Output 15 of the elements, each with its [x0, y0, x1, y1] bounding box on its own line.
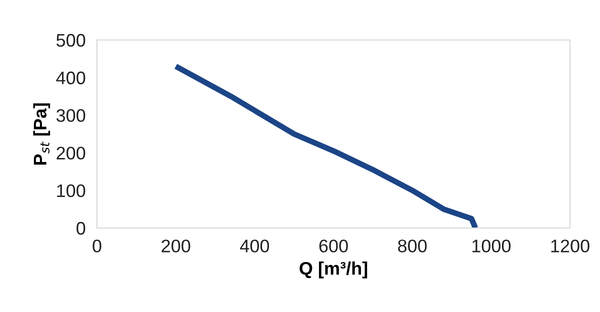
- y-tick-label: 0: [76, 222, 86, 235]
- x-tick-label: 200: [162, 240, 190, 252]
- x-tick-label: 600: [319, 240, 348, 252]
- y-tick-label: 300: [56, 109, 86, 122]
- y-tick-label: 200: [56, 146, 86, 160]
- x-tick-label: 0: [92, 240, 102, 252]
- y-tick-label: 400: [56, 72, 86, 84]
- x-tick-label: 800: [398, 240, 427, 252]
- y-tick-label: 100: [57, 184, 86, 198]
- x-tick-label: 400: [240, 240, 270, 252]
- x-tick-label: 1000: [472, 240, 511, 252]
- x-tick-label: 1200: [551, 240, 590, 252]
- y-tick-label: 500: [56, 34, 86, 47]
- x-axis-title: Q [m³/h]: [300, 262, 368, 278]
- y-axis-title: P$_{st}$ [Pa]: [33, 103, 50, 165]
